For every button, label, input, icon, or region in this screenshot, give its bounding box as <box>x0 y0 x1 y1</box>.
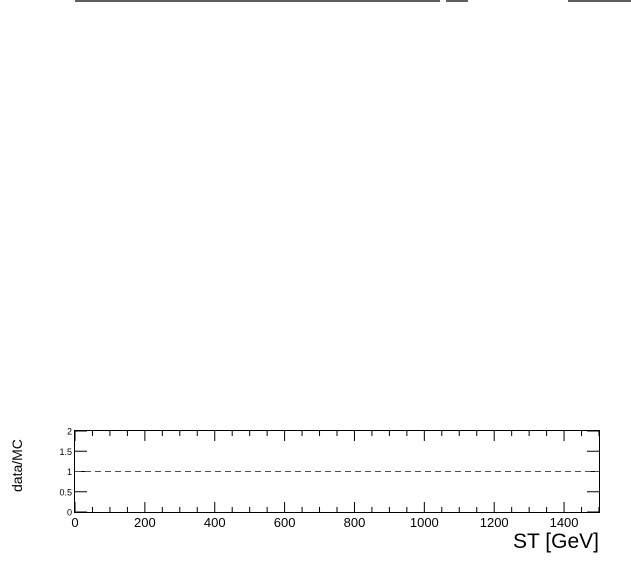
y-tick-label: 0.5 <box>59 487 72 497</box>
x-tick-label: 800 <box>344 515 366 530</box>
y-axis-label: data/MC <box>9 439 25 492</box>
x-axis-ticks: 0 200 400 600 800 1000 1200 1400 <box>71 431 600 530</box>
x-tick-label: 400 <box>204 515 226 530</box>
x-tick-label: 1200 <box>480 515 509 530</box>
x-tick-label: 0 <box>71 515 78 530</box>
x-axis-label: ST [GeV] <box>513 530 599 553</box>
y-tick-label: 1.5 <box>59 447 72 457</box>
ratio-plot-frame <box>74 430 600 513</box>
x-tick-label: 600 <box>274 515 296 530</box>
y-tick-label: 2 <box>67 427 72 437</box>
y-tick-label: 0 <box>67 508 72 518</box>
y-tick-label: 1 <box>67 467 72 477</box>
y-axis-ticks: 0 0.5 1 1.5 2 <box>59 427 599 518</box>
x-tick-label: 1000 <box>410 515 439 530</box>
x-tick-label: 200 <box>134 515 156 530</box>
x-tick-label: 1400 <box>550 515 579 530</box>
